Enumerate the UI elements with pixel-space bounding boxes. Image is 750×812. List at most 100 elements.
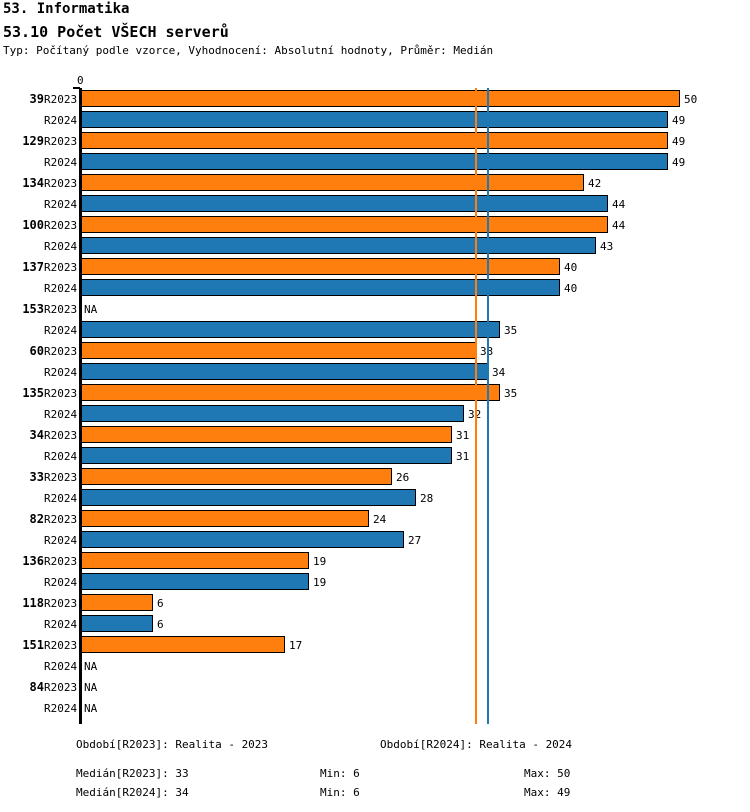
page-title: 53.10 Počet VŠECH serverů [3,23,229,41]
median-line-2024 [487,88,489,724]
max-2024-stat: Max: 49 [524,786,571,799]
category-label: 153 [22,302,44,316]
bar-value-label: 31 [456,450,470,463]
bar[interactable] [81,552,309,569]
series-label-r2023: R2023 [44,471,78,484]
series-label-r2023: R2023 [44,303,78,316]
series-label-r2023: R2023 [44,681,78,694]
bar[interactable] [81,615,153,632]
series-label-r2023: R2023 [44,93,78,106]
bar[interactable] [81,153,668,170]
bar[interactable] [81,489,416,506]
series-label-r2024: R2024 [44,324,78,337]
chapter-title: 53. Informatika [3,1,130,17]
chart-type-line: Typ: Počítaný podle vzorce, Vyhodnocení:… [3,44,494,57]
bar-value-label: 50 [684,93,698,106]
bar[interactable] [81,279,560,296]
axis-tick [73,87,80,89]
series-label-r2024: R2024 [44,156,78,169]
bar[interactable] [81,321,500,338]
max-2023-stat: Max: 50 [524,767,571,780]
min-2023-stat: Min: 6 [320,767,360,780]
series-label-r2024: R2024 [44,408,78,421]
bar-value-label: 49 [672,156,686,169]
series-label-r2024: R2024 [44,240,78,253]
bar-value-label: 33 [480,345,493,358]
category-label: 134 [22,176,44,190]
bar-na-label: NA [84,303,98,316]
series-label-r2023: R2023 [44,513,78,526]
category-label: 34 [29,428,44,442]
bar[interactable] [81,237,596,254]
bar-value-label: 40 [564,282,578,295]
bar[interactable] [81,258,560,275]
series-label-r2024: R2024 [44,576,78,589]
bar-value-label: 19 [313,555,327,568]
category-label: 137 [22,260,44,274]
category-label: 136 [22,554,44,568]
series-label-r2023: R2023 [44,177,78,190]
bar-value-label: 28 [420,492,434,505]
axis-line [79,88,82,724]
category-label: 129 [22,134,44,148]
series-label-r2024: R2024 [44,198,78,211]
category-label: 135 [22,386,44,400]
bar-na-label: NA [84,681,98,694]
series-label-r2023: R2023 [44,387,78,400]
axis-zero-label: 0 [77,74,84,87]
bar[interactable] [81,363,488,380]
bar[interactable] [81,384,500,401]
median-2024-stat: Medián[R2024]: 34 [76,786,189,799]
bar[interactable] [81,510,369,527]
bar[interactable] [81,195,608,212]
bar-value-label: 32 [468,408,481,421]
series-label-r2024: R2024 [44,282,78,295]
bar-value-label: 26 [396,471,410,484]
bar[interactable] [81,405,464,422]
category-label: 33 [29,470,44,484]
bar[interactable] [81,636,285,653]
series-label-r2024: R2024 [44,450,78,463]
series-label-r2023: R2023 [44,597,78,610]
bar-value-label: 24 [373,513,387,526]
series-label-r2023: R2023 [44,261,78,274]
bar[interactable] [81,447,452,464]
bar[interactable] [81,531,404,548]
bar[interactable] [81,111,668,128]
category-label: 60 [29,344,44,358]
bar[interactable] [81,573,309,590]
bar[interactable] [81,468,392,485]
bar[interactable] [81,132,668,149]
bar[interactable] [81,216,608,233]
series-label-r2024: R2024 [44,534,78,547]
bar-na-label: NA [84,660,98,673]
series-label-r2024: R2024 [44,366,78,379]
series-label-r2023: R2023 [44,639,78,652]
series-label-r2024: R2024 [44,702,78,715]
bar-value-label: 35 [504,324,518,337]
bar-value-label: 49 [672,135,686,148]
bar-value-label: 44 [612,198,626,211]
bar[interactable] [81,90,680,107]
series-label-r2023: R2023 [44,135,78,148]
bar-value-label: 6 [157,597,164,610]
category-label: 82 [29,512,44,526]
legend-period-2023: Období[R2023]: Realita - 2023 [76,738,269,751]
bar-value-label: 6 [157,618,164,631]
series-label-r2024: R2024 [44,618,78,631]
bar[interactable] [81,174,584,191]
series-label-r2024: R2024 [44,492,78,505]
bar[interactable] [81,594,153,611]
bar-na-label: NA [84,702,98,715]
category-label: 84 [29,680,44,694]
bar[interactable] [81,426,452,443]
series-label-r2024: R2024 [44,114,78,127]
series-label-r2023: R2023 [44,219,78,232]
bar-value-label: 19 [313,576,327,589]
bar[interactable] [81,342,476,359]
bar-value-label: 42 [588,177,602,190]
series-label-r2024: R2024 [44,660,78,673]
legend-period-2024: Období[R2024]: Realita - 2024 [380,738,573,751]
series-label-r2023: R2023 [44,345,78,358]
